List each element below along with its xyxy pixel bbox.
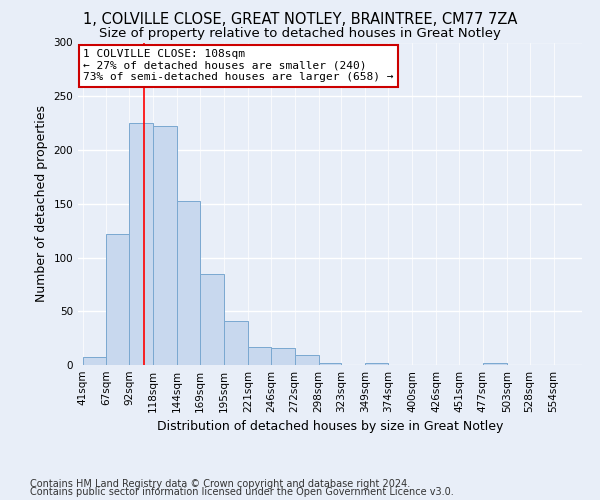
Bar	[177, 200, 200, 365]
X-axis label: Distribution of detached houses by size in Great Notley: Distribution of detached houses by size …	[157, 420, 503, 434]
Y-axis label: Number of detached properties: Number of detached properties	[35, 106, 48, 302]
Text: Contains HM Land Registry data © Crown copyright and database right 2024.: Contains HM Land Registry data © Crown c…	[30, 479, 410, 489]
Bar	[200, 274, 224, 365]
Bar	[106, 234, 130, 365]
Bar	[224, 321, 248, 365]
Bar	[483, 363, 507, 365]
Bar	[271, 348, 295, 365]
Bar	[83, 358, 106, 365]
Text: Contains public sector information licensed under the Open Government Licence v3: Contains public sector information licen…	[30, 487, 454, 497]
Bar	[295, 356, 319, 365]
Bar	[319, 363, 341, 365]
Bar	[130, 123, 153, 365]
Text: 1, COLVILLE CLOSE, GREAT NOTLEY, BRAINTREE, CM77 7ZA: 1, COLVILLE CLOSE, GREAT NOTLEY, BRAINTR…	[83, 12, 517, 28]
Bar	[248, 346, 271, 365]
Text: 1 COLVILLE CLOSE: 108sqm
← 27% of detached houses are smaller (240)
73% of semi-: 1 COLVILLE CLOSE: 108sqm ← 27% of detach…	[83, 49, 394, 82]
Bar	[153, 126, 177, 365]
Text: Size of property relative to detached houses in Great Notley: Size of property relative to detached ho…	[99, 28, 501, 40]
Bar	[365, 363, 388, 365]
